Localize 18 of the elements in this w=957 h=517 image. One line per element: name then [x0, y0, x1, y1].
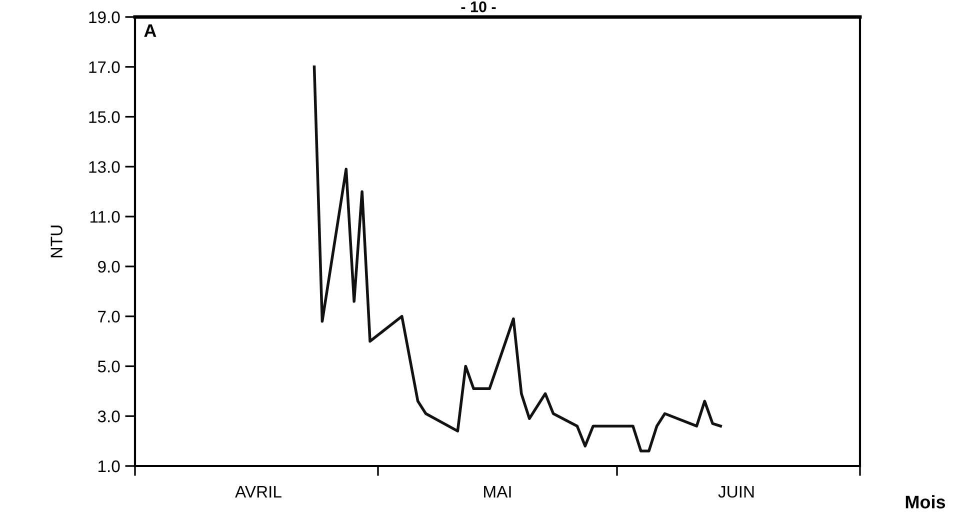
x-tick-label: MAI: [484, 486, 511, 498]
line-series: [312, 66, 722, 452]
y-tick-label: 5.0: [98, 360, 120, 372]
y-tick-label: 3.0: [98, 410, 120, 422]
x-tick-label: JUIN: [718, 486, 754, 498]
x-tick-label: AVRIL: [235, 486, 282, 498]
y-tick-label: 7.0: [98, 310, 120, 323]
annotation: A: [144, 24, 156, 37]
y-tick-label: 1.0: [98, 460, 120, 472]
y-tick-label: 17.0: [89, 61, 120, 74]
y-tick-label: 19.0: [89, 11, 120, 24]
y-tick-label: 15.0: [89, 111, 120, 123]
y-tick-label: 11.0: [90, 210, 120, 223]
x-axis-title: Mois: [906, 495, 946, 508]
y-tick-label: 13.0: [89, 161, 120, 173]
y-axis-title: NTU: [50, 226, 62, 258]
y-tick-label: 9.0: [98, 260, 120, 273]
text: - 10 -: [461, 1, 496, 12]
